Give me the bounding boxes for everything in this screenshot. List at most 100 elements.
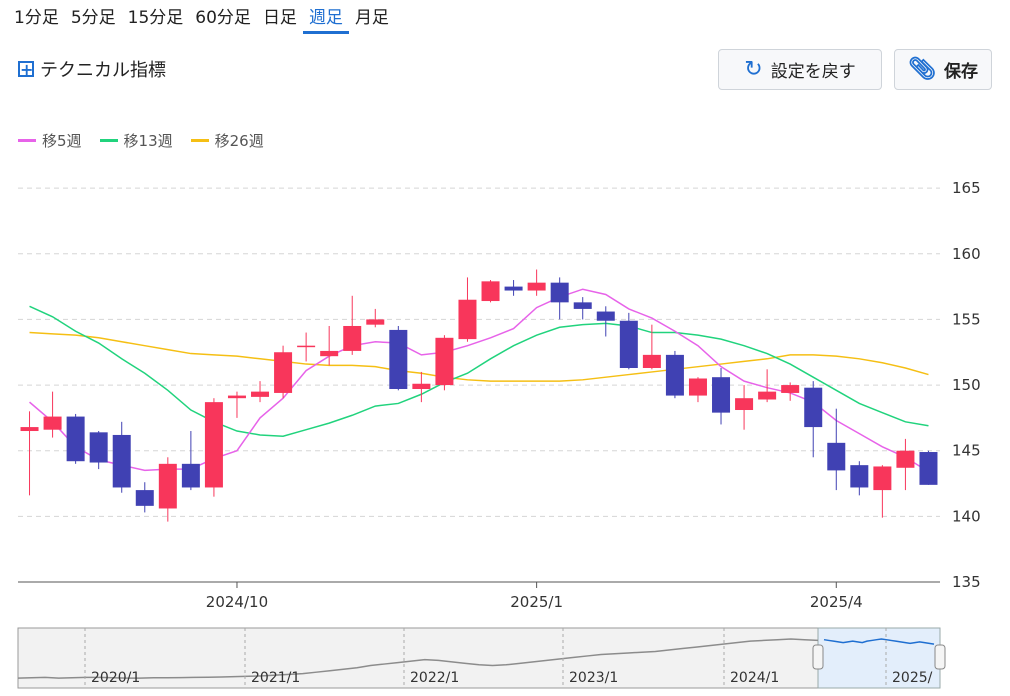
candle-body <box>758 391 777 400</box>
candle-9 <box>227 391 246 418</box>
candle-body <box>596 311 615 321</box>
candle-3 <box>89 431 108 470</box>
navigator-right-handle[interactable] <box>934 644 946 670</box>
paperclip-icon: 📎︎ <box>908 56 936 82</box>
navigator-series <box>17 638 819 679</box>
navigator-tick-label: 2023/1 <box>569 670 618 686</box>
navigator-window-series <box>823 638 935 645</box>
reset-settings-label: 設定を戻す <box>770 62 856 82</box>
navigator-tick-label: 2024/1 <box>730 670 779 686</box>
candle-28 <box>665 350 684 399</box>
candle-14 <box>343 295 362 355</box>
candle-body <box>804 387 823 428</box>
candle-7 <box>181 431 200 491</box>
candle-16 <box>389 325 408 391</box>
legend-label: 移13週 <box>123 132 173 150</box>
refresh-icon: ↻ <box>744 56 763 82</box>
navigator-tick-label: 2020/1 <box>91 670 140 686</box>
candle-22 <box>527 269 546 296</box>
technical-indicator-label: テクニカル指標 <box>40 60 166 81</box>
candle-body <box>504 286 523 291</box>
candle-body <box>112 434 131 488</box>
x-tick-label: 2025/4 <box>810 593 863 611</box>
tab-2[interactable]: 15分足 <box>127 8 184 28</box>
candle-10 <box>251 381 270 403</box>
candle-0 <box>20 411 39 496</box>
candle-body <box>89 432 108 463</box>
candle-body <box>550 282 569 303</box>
candle-body <box>389 329 408 390</box>
navigator-left-handle[interactable] <box>812 644 824 670</box>
candle-12 <box>297 332 316 362</box>
legend-item-1[interactable]: 移13週 <box>99 130 173 151</box>
ma13-line <box>29 305 929 438</box>
legend-item-0[interactable]: 移5週 <box>18 130 82 151</box>
legend-item-2[interactable]: 移26週 <box>190 130 264 151</box>
plus-icon: + <box>18 60 34 79</box>
candle-body <box>527 282 546 291</box>
candle-26 <box>619 312 638 370</box>
candle-body <box>412 383 431 390</box>
candle-body <box>227 395 246 399</box>
legend-swatch <box>190 139 209 142</box>
candle-body <box>343 325 362 351</box>
tab-5[interactable]: 週足 <box>302 0 349 34</box>
candle-13 <box>320 325 339 366</box>
candle-body <box>458 299 477 340</box>
candle-37 <box>873 465 892 518</box>
candle-body <box>619 320 638 368</box>
candle-30 <box>712 367 731 425</box>
candle-body <box>481 281 500 302</box>
candle-27 <box>642 324 661 370</box>
x-tick-label: 2024/10 <box>206 593 268 611</box>
technical-indicator-toggle[interactable]: + テクニカル指標 <box>18 56 166 82</box>
candle-body <box>688 378 707 396</box>
candle-body <box>297 345 316 348</box>
tab-6[interactable]: 月足 <box>354 8 389 28</box>
candle-4 <box>112 421 131 493</box>
navigator-tick-label: 2021/1 <box>251 670 300 686</box>
tab-4[interactable]: 日足 <box>262 8 297 28</box>
candle-body <box>181 463 200 488</box>
candle-body <box>896 450 915 468</box>
candle-body <box>251 391 270 397</box>
save-button[interactable]: 📎︎ 保存 <box>894 49 992 90</box>
y-tick-label: 140 <box>952 507 981 525</box>
candle-body <box>135 490 154 506</box>
legend-swatch <box>99 139 118 142</box>
candle-25 <box>596 306 615 337</box>
candle-body <box>850 465 869 488</box>
chart-legend: 移5週 移13週 移26週 <box>18 130 264 151</box>
candle-15 <box>366 308 385 328</box>
candle-body <box>873 466 892 491</box>
tab-0[interactable]: 1分足 <box>14 8 59 28</box>
candle-body <box>366 319 385 325</box>
y-tick-label: 150 <box>952 376 981 394</box>
candle-body <box>919 452 938 485</box>
candle-32 <box>758 369 777 403</box>
candle-33 <box>781 382 800 401</box>
tab-1[interactable]: 5分足 <box>70 8 116 28</box>
candle-body <box>735 398 754 411</box>
candle-body <box>665 354 684 396</box>
candle-31 <box>735 385 754 430</box>
candle-19 <box>458 277 477 342</box>
legend-label: 移26週 <box>214 132 264 150</box>
candle-body <box>43 416 62 430</box>
legend-swatch <box>18 139 36 142</box>
x-tick-label: 2025/1 <box>510 593 563 611</box>
tab-3[interactable]: 60分足 <box>195 8 251 28</box>
timeframe-tabs: 1分足 5分足 15分足 60分足 日足 週足 月足 <box>8 0 395 40</box>
candle-24 <box>573 297 592 320</box>
candle-20 <box>481 280 500 303</box>
candle-29 <box>688 377 707 403</box>
candle-11 <box>274 345 293 399</box>
candle-body <box>573 302 592 309</box>
reset-settings-button[interactable]: ↻ 設定を戻す <box>718 49 882 90</box>
legend-label: 移5週 <box>42 132 82 150</box>
candle-39 <box>919 450 938 485</box>
candle-body <box>435 337 454 386</box>
candle-5 <box>135 482 154 513</box>
candle-body <box>827 442 846 471</box>
